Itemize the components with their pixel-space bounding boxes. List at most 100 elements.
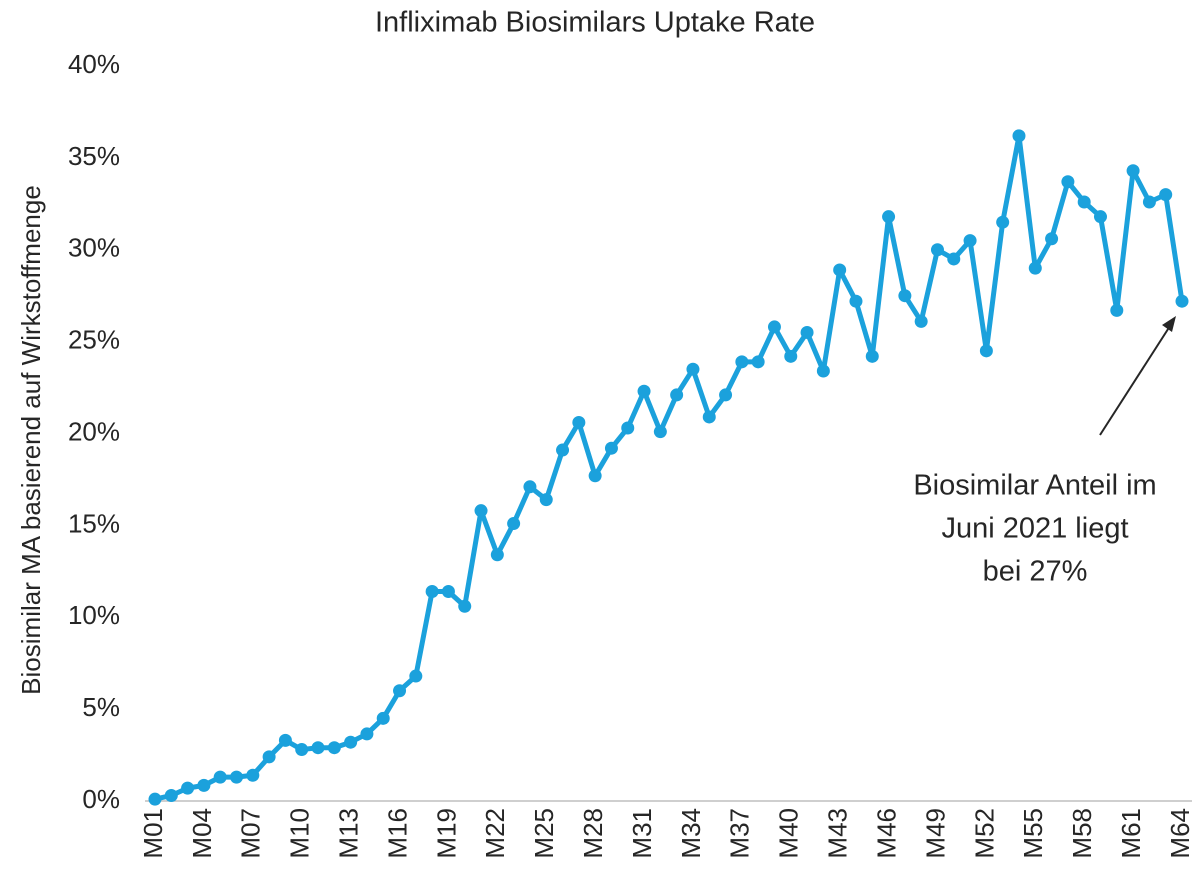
y-tick-label: 30% (68, 233, 120, 263)
data-point (898, 289, 912, 303)
data-point (507, 517, 521, 531)
y-tick-label: 25% (68, 325, 120, 355)
x-tick-label: M07 (236, 808, 266, 859)
y-tick-label: 35% (68, 141, 120, 171)
data-point (588, 469, 602, 483)
data-point (865, 349, 879, 363)
x-tick-label: M22 (480, 808, 510, 859)
data-point (246, 768, 260, 782)
annotation-arrow (1099, 325, 1171, 436)
data-point (751, 355, 765, 369)
x-tick-label: M58 (1067, 808, 1097, 859)
y-tick-label: 15% (68, 508, 120, 538)
data-point (311, 741, 325, 755)
data-point (882, 210, 896, 224)
data-point (1126, 164, 1140, 178)
data-point (262, 750, 276, 764)
x-tick-label: M64 (1165, 808, 1195, 859)
data-point (800, 325, 814, 339)
y-tick-label: 10% (68, 600, 120, 630)
y-tick-label: 0% (82, 784, 120, 814)
data-point (833, 263, 847, 277)
data-point (1012, 129, 1026, 143)
data-point (914, 314, 928, 328)
x-tick-label: M37 (725, 808, 755, 859)
annotation: Juni 2021 liegt (941, 513, 1128, 545)
data-point (767, 320, 781, 334)
data-point (458, 599, 472, 613)
data-point (556, 443, 570, 457)
y-tick-label: 5% (82, 692, 120, 722)
data-point (735, 355, 749, 369)
data-point (816, 364, 830, 378)
arrow-head (1162, 316, 1176, 332)
data-point (604, 441, 618, 455)
y-tick-label: 40% (68, 49, 120, 79)
x-tick-label: M40 (774, 808, 804, 859)
y-axis-label: Biosimilar MA basierend auf Wirkstoffmen… (16, 185, 46, 695)
y-tick-label: 20% (68, 416, 120, 446)
data-point (327, 741, 341, 755)
data-point (702, 410, 716, 424)
x-tick-label: M16 (382, 808, 412, 859)
x-tick-label: M61 (1116, 808, 1146, 859)
x-tick-label: M43 (823, 808, 853, 859)
data-point (1093, 210, 1107, 224)
data-point (930, 243, 944, 257)
x-tick-label: M55 (1018, 808, 1048, 859)
data-point (360, 727, 374, 741)
data-point (164, 788, 178, 802)
data-point (539, 493, 553, 507)
data-point (653, 425, 667, 439)
data-point (1175, 294, 1189, 308)
data-point (230, 770, 244, 784)
annotation: bei 27% (983, 556, 1088, 588)
x-tick-label: M31 (627, 808, 657, 859)
data-point (1142, 195, 1156, 209)
data-point (181, 781, 195, 795)
data-point (963, 234, 977, 248)
data-point (376, 711, 390, 725)
chart-title: Infliximab Biosimilars Uptake Rate (375, 7, 815, 39)
x-tick-label: M52 (969, 808, 999, 859)
x-tick-label: M04 (187, 808, 217, 859)
x-tick-label: M34 (676, 808, 706, 859)
data-point (784, 349, 798, 363)
data-line (154, 133, 1185, 802)
x-tick-label: M19 (431, 808, 461, 859)
data-point (670, 388, 684, 402)
x-tick-label: M28 (578, 808, 608, 859)
data-point (637, 384, 651, 398)
data-point (947, 252, 961, 266)
data-point (686, 362, 700, 376)
data-point (490, 548, 504, 562)
data-point (849, 294, 863, 308)
data-point (197, 778, 211, 792)
x-tick-label: M49 (920, 808, 950, 859)
data-point (1110, 303, 1124, 317)
data-point (278, 733, 292, 747)
x-tick-label: M13 (333, 808, 363, 859)
data-point (621, 421, 635, 435)
data-point (425, 585, 439, 599)
data-point (295, 743, 309, 757)
data-point (979, 344, 993, 358)
data-point (344, 735, 358, 749)
data-point (1077, 195, 1091, 209)
x-tick-label: M46 (871, 808, 901, 859)
data-point (1028, 261, 1042, 275)
x-tick-label: M10 (285, 808, 315, 859)
data-point (474, 504, 488, 518)
x-tick-label: M25 (529, 808, 559, 859)
data-point (148, 792, 162, 806)
annotation: Biosimilar Anteil im (913, 470, 1156, 502)
data-point (1061, 175, 1075, 189)
data-point (1045, 232, 1059, 246)
data-point (523, 480, 537, 494)
data-point (441, 585, 455, 599)
data-point (1159, 188, 1173, 202)
data-point (996, 215, 1010, 229)
data-point (213, 770, 227, 784)
